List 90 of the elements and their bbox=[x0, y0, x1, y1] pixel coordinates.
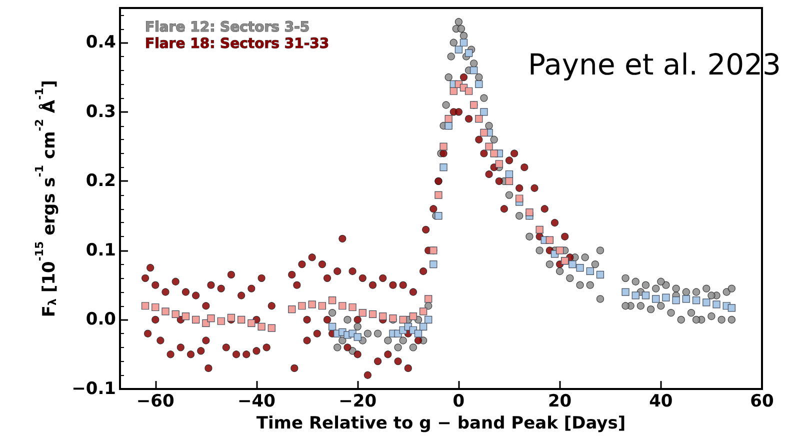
point bbox=[217, 317, 225, 325]
point bbox=[318, 302, 326, 310]
point bbox=[596, 270, 604, 278]
point bbox=[248, 319, 256, 327]
y-tick-label: −0.1 bbox=[72, 379, 116, 399]
point bbox=[434, 191, 442, 199]
point bbox=[354, 333, 362, 341]
point bbox=[526, 208, 534, 216]
y-tick-label: 0.3 bbox=[86, 102, 116, 122]
point bbox=[298, 302, 306, 310]
point bbox=[576, 264, 584, 272]
point bbox=[480, 108, 488, 116]
point bbox=[546, 236, 554, 244]
point bbox=[420, 322, 428, 330]
point bbox=[308, 300, 316, 308]
point bbox=[490, 150, 498, 158]
x-axis-title: Time Relative to g − band Peak [Days] bbox=[256, 413, 626, 434]
point bbox=[728, 304, 736, 312]
point bbox=[454, 46, 462, 54]
x-tick-label: 20 bbox=[548, 392, 572, 412]
point bbox=[182, 312, 190, 320]
point bbox=[495, 160, 503, 168]
point bbox=[348, 303, 356, 312]
point bbox=[141, 302, 150, 310]
point bbox=[622, 288, 630, 296]
point bbox=[702, 298, 710, 306]
x-tick-label: 60 bbox=[750, 392, 774, 412]
point bbox=[470, 66, 478, 74]
point bbox=[505, 170, 514, 178]
point bbox=[450, 87, 458, 95]
point bbox=[662, 294, 670, 302]
x-tick-label: −20 bbox=[338, 392, 377, 412]
point bbox=[475, 115, 483, 123]
x-tick-label: 0 bbox=[452, 392, 465, 412]
point bbox=[368, 310, 377, 318]
point bbox=[288, 306, 296, 314]
point bbox=[536, 226, 544, 234]
point bbox=[430, 260, 438, 268]
point bbox=[414, 330, 422, 338]
point bbox=[516, 194, 524, 202]
point bbox=[556, 246, 564, 254]
point bbox=[480, 128, 488, 136]
x-tick-label: −60 bbox=[136, 392, 175, 412]
point bbox=[712, 300, 720, 308]
point bbox=[568, 260, 576, 268]
point bbox=[434, 212, 442, 220]
point bbox=[642, 292, 650, 300]
point bbox=[409, 312, 417, 320]
x-tick-label: −40 bbox=[238, 392, 276, 412]
point bbox=[399, 316, 407, 324]
point bbox=[444, 115, 452, 123]
point bbox=[440, 164, 448, 172]
text: Flare 18: Sectors 31-33 bbox=[145, 36, 330, 52]
point bbox=[465, 49, 473, 57]
y-tick-label: 0.4 bbox=[86, 32, 116, 53]
point bbox=[258, 322, 266, 330]
point bbox=[328, 296, 336, 304]
point bbox=[586, 267, 594, 276]
point bbox=[162, 308, 170, 316]
point bbox=[379, 312, 387, 320]
point bbox=[207, 314, 215, 322]
text: Flare 12: Sectors 3-5 bbox=[145, 19, 310, 36]
point bbox=[692, 296, 700, 304]
y-tick-label: 0.1 bbox=[86, 240, 116, 260]
y-tick-label: 0.0 bbox=[86, 310, 116, 330]
point bbox=[152, 303, 160, 312]
point bbox=[328, 322, 336, 330]
point bbox=[652, 295, 660, 303]
point bbox=[338, 302, 346, 310]
point bbox=[632, 292, 640, 300]
point bbox=[682, 295, 690, 303]
point bbox=[424, 316, 432, 324]
point bbox=[420, 308, 428, 316]
point bbox=[192, 316, 200, 324]
point bbox=[358, 309, 366, 317]
text: Fλ [10-15 ergs s-1 cm-2 Å-1] bbox=[33, 80, 60, 318]
point bbox=[485, 142, 493, 150]
point bbox=[672, 296, 680, 304]
point bbox=[505, 177, 514, 185]
x-tick-label: 40 bbox=[649, 392, 673, 412]
point bbox=[424, 295, 432, 303]
point bbox=[238, 316, 246, 324]
point bbox=[460, 38, 468, 46]
y-tick-label: 0.2 bbox=[86, 171, 116, 192]
point bbox=[268, 324, 276, 332]
point bbox=[440, 142, 448, 150]
point bbox=[227, 314, 236, 322]
point bbox=[172, 310, 180, 318]
point bbox=[465, 87, 473, 95]
point bbox=[475, 80, 483, 88]
